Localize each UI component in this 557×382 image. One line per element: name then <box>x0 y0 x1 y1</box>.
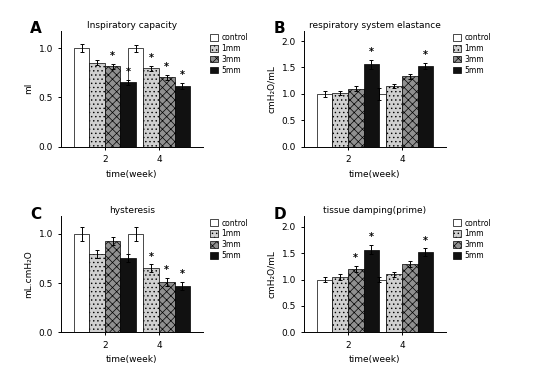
Bar <box>174 86 190 147</box>
Text: *: * <box>164 62 169 72</box>
Bar <box>317 280 333 332</box>
Legend: control, 1mm, 3mm, 5mm: control, 1mm, 3mm, 5mm <box>209 32 249 75</box>
Bar <box>143 269 159 332</box>
Text: *: * <box>149 53 154 63</box>
X-axis label: time(week): time(week) <box>349 170 400 178</box>
Title: Inspiratory capacity: Inspiratory capacity <box>87 21 177 30</box>
Bar <box>387 86 402 147</box>
Bar <box>348 89 364 147</box>
Y-axis label: cmH₂O/mL: cmH₂O/mL <box>267 65 276 113</box>
Bar <box>159 282 174 332</box>
Bar <box>364 64 379 147</box>
Bar <box>418 66 433 147</box>
Bar <box>143 68 159 147</box>
Text: A: A <box>30 21 42 36</box>
Text: *: * <box>164 265 169 275</box>
Text: C: C <box>30 207 41 222</box>
Text: *: * <box>180 70 185 80</box>
Bar <box>174 286 190 332</box>
Text: *: * <box>126 67 131 77</box>
X-axis label: time(week): time(week) <box>349 355 400 364</box>
Y-axis label: mL.cmH₂O: mL.cmH₂O <box>24 251 33 298</box>
Text: *: * <box>149 252 154 262</box>
Bar <box>402 76 418 147</box>
Text: *: * <box>353 253 358 263</box>
Bar <box>105 66 120 147</box>
Text: *: * <box>423 50 428 60</box>
Bar <box>74 234 89 332</box>
Bar <box>128 48 143 147</box>
Bar <box>159 77 174 147</box>
Title: hysteresis: hysteresis <box>109 207 155 215</box>
Text: *: * <box>369 47 374 57</box>
Legend: control, 1mm, 3mm, 5mm: control, 1mm, 3mm, 5mm <box>452 32 492 75</box>
Bar <box>402 264 418 332</box>
Title: tissue damping(prime): tissue damping(prime) <box>324 207 427 215</box>
Bar <box>120 82 136 147</box>
Bar <box>333 93 348 147</box>
Bar <box>364 249 379 332</box>
Text: *: * <box>180 269 185 279</box>
X-axis label: time(week): time(week) <box>106 170 158 178</box>
Title: respiratory system elastance: respiratory system elastance <box>309 21 441 30</box>
Text: *: * <box>423 236 428 246</box>
Bar <box>317 94 333 147</box>
Legend: control, 1mm, 3mm, 5mm: control, 1mm, 3mm, 5mm <box>209 218 249 261</box>
Bar <box>89 63 105 147</box>
Bar <box>333 277 348 332</box>
Text: *: * <box>369 232 374 243</box>
Bar <box>371 280 387 332</box>
Bar <box>371 94 387 147</box>
Bar <box>120 257 136 332</box>
Legend: control, 1mm, 3mm, 5mm: control, 1mm, 3mm, 5mm <box>452 218 492 261</box>
Bar <box>105 241 120 332</box>
Text: D: D <box>273 207 286 222</box>
Y-axis label: ml: ml <box>24 83 33 94</box>
Bar <box>128 234 143 332</box>
Bar <box>348 269 364 332</box>
Bar <box>74 48 89 147</box>
Bar <box>387 274 402 332</box>
Text: B: B <box>273 21 285 36</box>
Bar <box>418 252 433 332</box>
Y-axis label: cmH₂O/mL: cmH₂O/mL <box>267 250 276 298</box>
Bar <box>89 254 105 332</box>
Text: *: * <box>110 51 115 61</box>
X-axis label: time(week): time(week) <box>106 355 158 364</box>
